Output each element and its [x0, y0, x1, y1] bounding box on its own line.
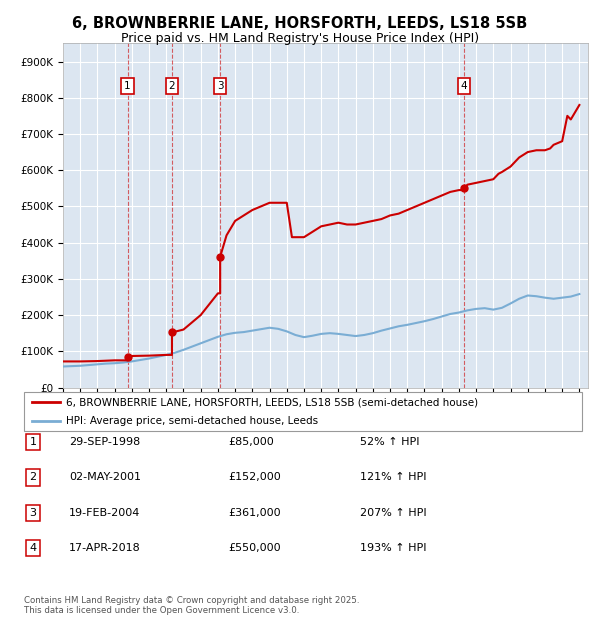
Text: 207% ↑ HPI: 207% ↑ HPI [360, 508, 427, 518]
Text: 6, BROWNBERRIE LANE, HORSFORTH, LEEDS, LS18 5SB (semi-detached house): 6, BROWNBERRIE LANE, HORSFORTH, LEEDS, L… [66, 397, 478, 407]
Text: 121% ↑ HPI: 121% ↑ HPI [360, 472, 427, 482]
Text: £550,000: £550,000 [228, 543, 281, 553]
Text: 52% ↑ HPI: 52% ↑ HPI [360, 437, 419, 447]
Text: 1: 1 [29, 437, 37, 447]
Text: 4: 4 [461, 81, 467, 91]
Text: 1: 1 [124, 81, 131, 91]
Text: 6, BROWNBERRIE LANE, HORSFORTH, LEEDS, LS18 5SB: 6, BROWNBERRIE LANE, HORSFORTH, LEEDS, L… [73, 16, 527, 30]
Text: 2: 2 [29, 472, 37, 482]
Text: £152,000: £152,000 [228, 472, 281, 482]
Text: Contains HM Land Registry data © Crown copyright and database right 2025.
This d: Contains HM Land Registry data © Crown c… [24, 596, 359, 615]
Text: £361,000: £361,000 [228, 508, 281, 518]
Text: 29-SEP-1998: 29-SEP-1998 [69, 437, 140, 447]
Text: 2: 2 [169, 81, 175, 91]
Text: 3: 3 [217, 81, 223, 91]
Text: 17-APR-2018: 17-APR-2018 [69, 543, 141, 553]
Text: 19-FEB-2004: 19-FEB-2004 [69, 508, 140, 518]
Text: 193% ↑ HPI: 193% ↑ HPI [360, 543, 427, 553]
Text: £85,000: £85,000 [228, 437, 274, 447]
Text: Price paid vs. HM Land Registry's House Price Index (HPI): Price paid vs. HM Land Registry's House … [121, 32, 479, 45]
Text: 3: 3 [29, 508, 37, 518]
Text: HPI: Average price, semi-detached house, Leeds: HPI: Average price, semi-detached house,… [66, 416, 318, 427]
Text: 02-MAY-2001: 02-MAY-2001 [69, 472, 141, 482]
FancyBboxPatch shape [24, 392, 582, 431]
Text: 4: 4 [29, 543, 37, 553]
